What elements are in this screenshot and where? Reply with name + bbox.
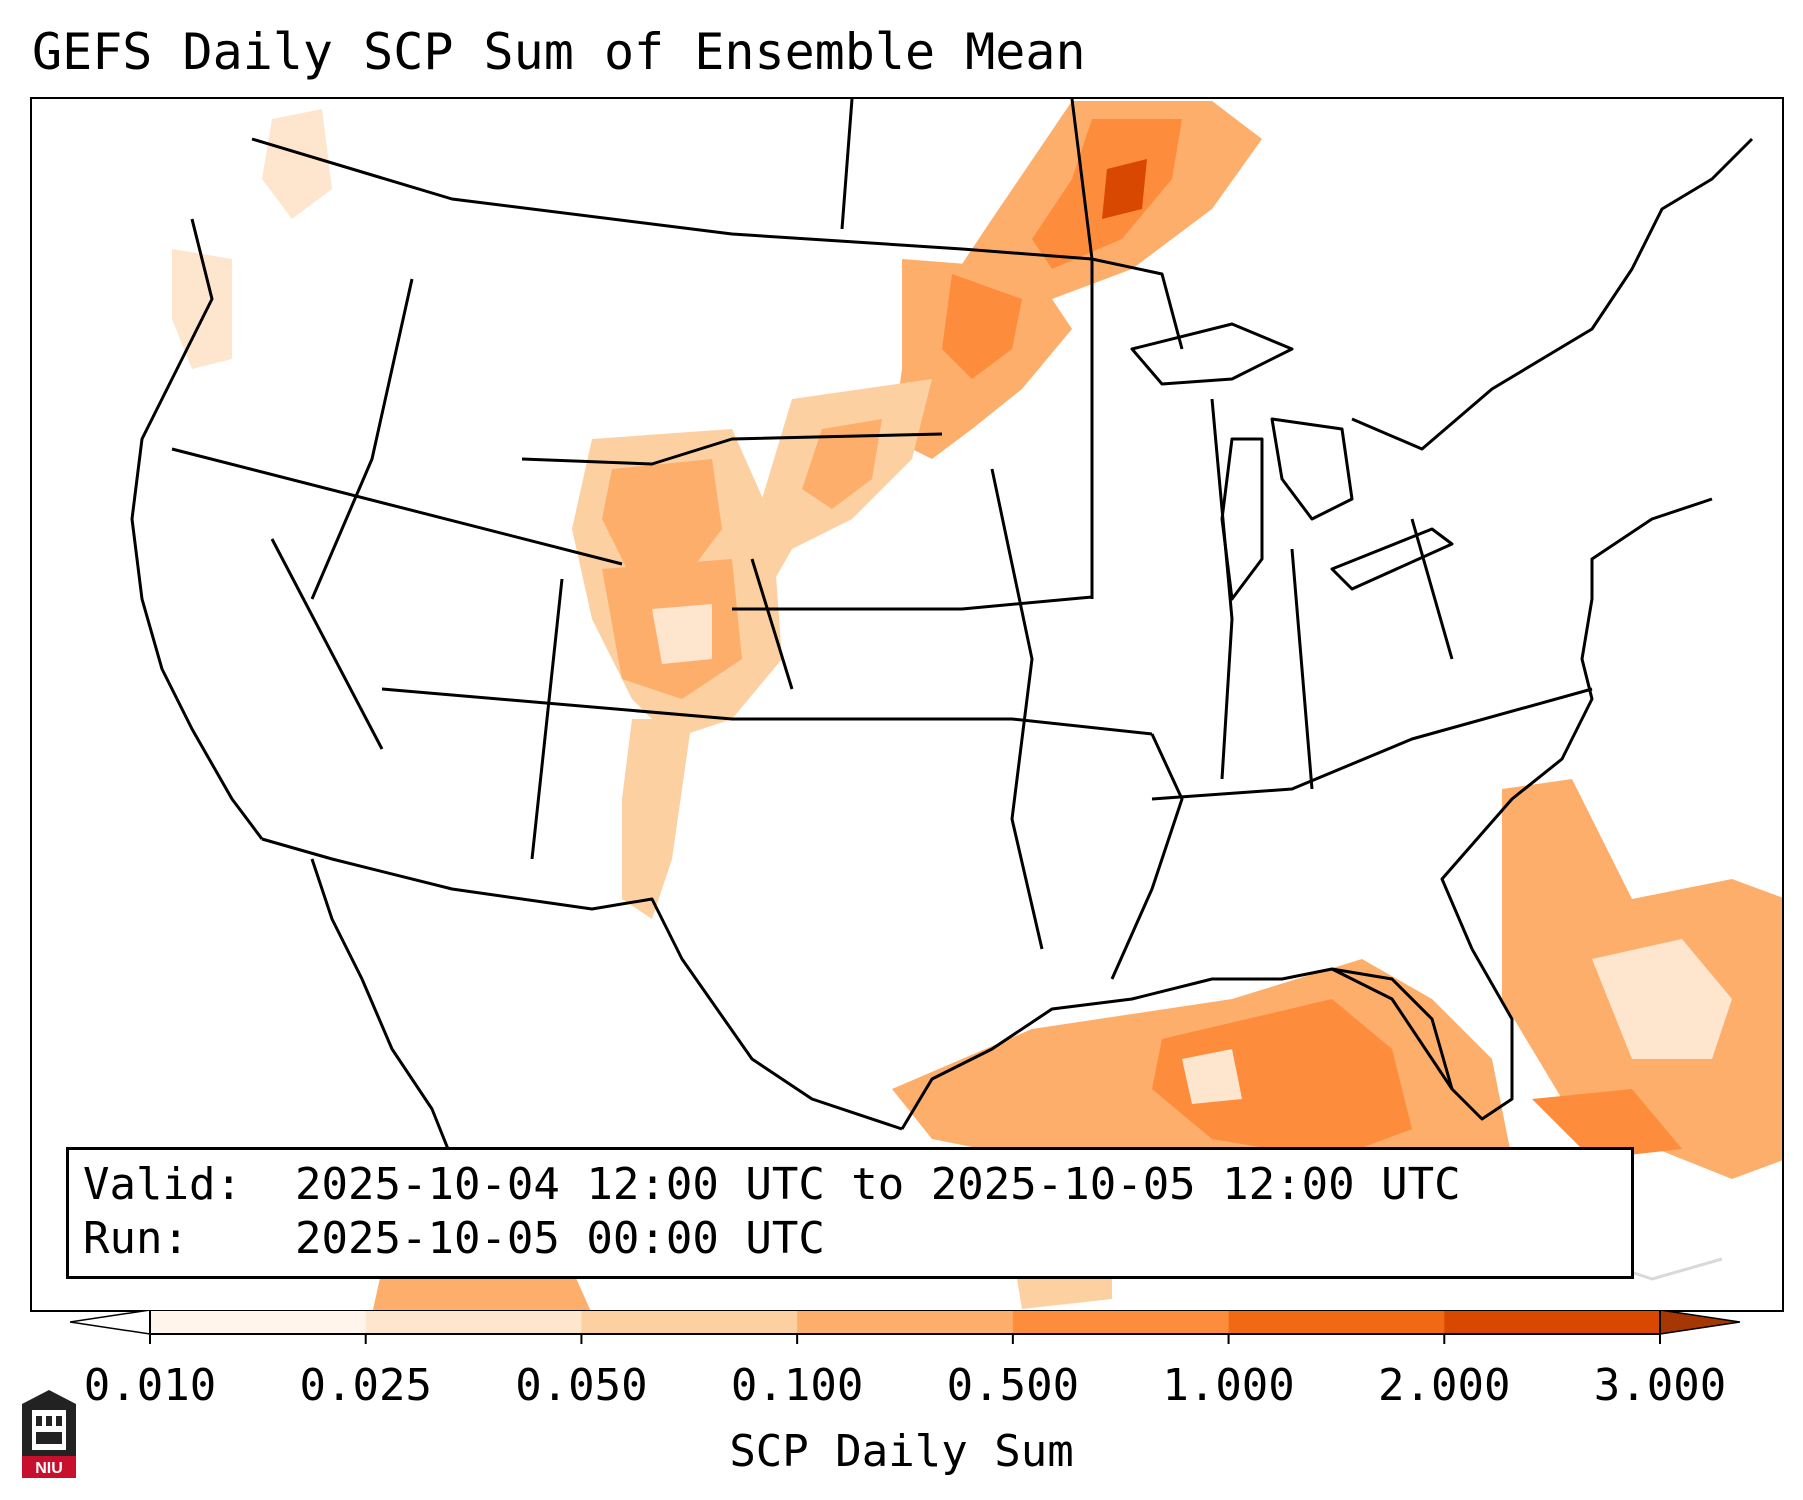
scp-area-atlantic-light xyxy=(1592,939,1732,1059)
scp-area-oregon xyxy=(172,249,232,369)
scp-area-rockies-core xyxy=(602,459,722,579)
colorbar-tick-label: 0.500 xyxy=(946,1360,1080,1411)
state-line-8 xyxy=(1151,687,1593,801)
map-panel xyxy=(30,97,1784,1312)
scp-area-mexico-south xyxy=(372,1269,591,1310)
state-line-10 xyxy=(310,278,414,600)
mexico-border xyxy=(261,837,903,1131)
scp-area-newmexico xyxy=(622,719,692,919)
lake-superior xyxy=(1130,322,1294,386)
state-line-11 xyxy=(270,538,384,750)
state-line-13 xyxy=(1210,398,1234,780)
florida xyxy=(1331,967,1454,1090)
colorbar-outline xyxy=(149,1310,1661,1335)
scp-shading xyxy=(172,101,1782,1310)
state-line-7 xyxy=(1110,733,1184,980)
valid-label: Valid: xyxy=(83,1159,242,1210)
colorbar-over-arrow xyxy=(1659,1310,1740,1335)
scp-area-dakotas-core xyxy=(942,274,1022,379)
state-line-9 xyxy=(530,578,564,860)
colorbar-tick-label: 1.000 xyxy=(1162,1360,1295,1411)
map-title: GEFS Daily SCP Sum of Ensemble Mean xyxy=(32,23,1086,81)
lake-erie xyxy=(1330,527,1454,591)
colorbar-under-arrow xyxy=(70,1310,151,1335)
scp-area-colorado-hole xyxy=(652,604,712,664)
state-line-5 xyxy=(750,558,794,690)
colorbar-tick-label: 0.100 xyxy=(730,1360,864,1411)
lake-huron xyxy=(1270,417,1354,521)
scp-area-canada-peak xyxy=(1102,159,1147,219)
state-line-15 xyxy=(1410,518,1454,660)
valid-time-text: 2025-10-04 12:00 UTC to 2025-10-05 12:00… xyxy=(295,1159,1461,1210)
scp-area-gulf-core xyxy=(1152,999,1412,1159)
colorbar-segment xyxy=(1228,1310,1445,1334)
colorbar-tick-label: 0.025 xyxy=(299,1360,432,1411)
state-line-2 xyxy=(381,687,1153,736)
canada-border-east xyxy=(1351,137,1754,451)
colorbar-segment xyxy=(150,1310,367,1334)
colorbar-segment xyxy=(581,1310,798,1334)
us-east-coast xyxy=(1440,497,1713,950)
state-line-14 xyxy=(1290,548,1314,790)
us-west-coast xyxy=(130,218,264,840)
colorbar-segment xyxy=(797,1310,1014,1334)
colorbar-segments xyxy=(150,1310,1661,1334)
lake-michigan xyxy=(1220,437,1264,601)
niu-building-logo: NIU xyxy=(22,1390,76,1478)
colorbar-tick-label: 2.000 xyxy=(1378,1360,1511,1411)
colorbar-segment xyxy=(1012,1310,1230,1334)
state-line-6 xyxy=(990,468,1044,950)
colorbar-tick-label: 3.000 xyxy=(1593,1360,1727,1411)
colorbar-segment xyxy=(365,1310,582,1334)
state-line-17 xyxy=(1070,99,1094,260)
run-label: Run: xyxy=(83,1213,189,1264)
colorbar-label: SCP Daily Sum xyxy=(729,1426,1074,1477)
colorbar xyxy=(70,1310,1740,1344)
colorbar-tick-label: 0.010 xyxy=(83,1360,217,1411)
colorbar-tick-label: 0.050 xyxy=(515,1360,648,1411)
logo-text: NIU xyxy=(35,1460,63,1477)
colorbar-ticks xyxy=(149,1334,1661,1344)
state-line-1 xyxy=(171,447,623,566)
baja-california xyxy=(310,858,454,1160)
canada-border xyxy=(251,137,1184,350)
state-line-3 xyxy=(521,432,943,466)
run-time-text: 2025-10-05 00:00 UTC xyxy=(295,1213,825,1264)
state-line-4 xyxy=(732,595,1093,611)
colorbar-segment xyxy=(1444,1310,1661,1334)
scp-map xyxy=(130,99,1782,1310)
scp-area-washington xyxy=(262,109,332,219)
scp-area-gulf-hole xyxy=(1182,1049,1242,1104)
scp-area-atlantic-core xyxy=(1532,1089,1682,1159)
state-line-16 xyxy=(840,99,854,230)
map-boundaries xyxy=(130,99,1754,1281)
valid-time-box: Valid: 2025-10-04 12:00 UTC to 2025-10-05… xyxy=(66,1147,1634,1279)
scp-area-plains-core xyxy=(802,419,882,509)
